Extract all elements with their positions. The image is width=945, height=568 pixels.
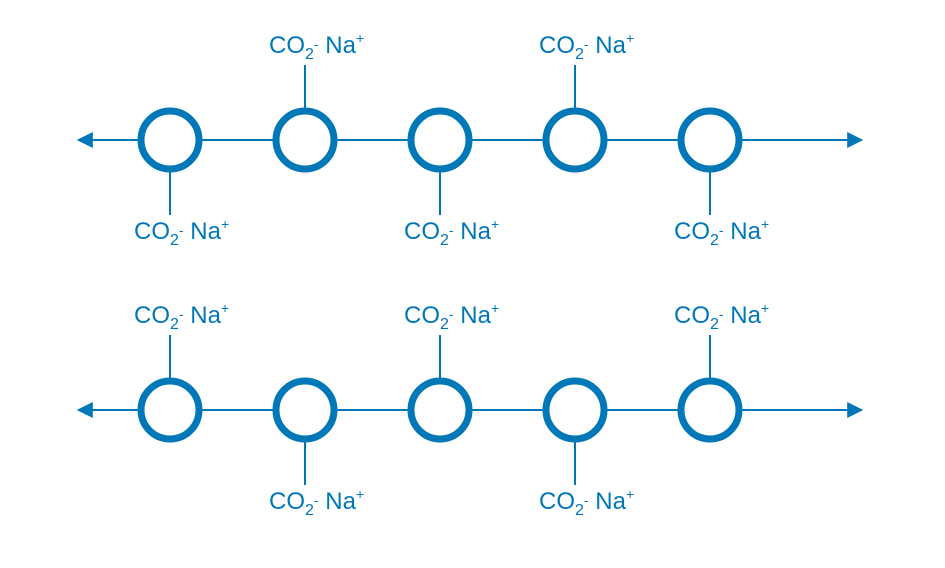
cation: Na: [724, 302, 762, 329]
svg-text:CO2- Na+: CO2- Na+: [539, 486, 634, 519]
cation: Na: [589, 488, 627, 515]
anion-subscript: 2: [170, 316, 179, 333]
anion-base: CO: [404, 218, 440, 245]
monomer-circle: [681, 381, 739, 439]
cation: Na: [724, 218, 762, 245]
ion-label: CO2- Na+: [674, 216, 769, 249]
cation-charge: +: [626, 486, 634, 502]
anion-base: CO: [674, 218, 710, 245]
cation-charge: +: [491, 216, 499, 232]
cation-charge: +: [626, 30, 634, 46]
anion-subscript: 2: [710, 232, 719, 249]
monomer-circle: [141, 111, 199, 169]
ion-label: CO2- Na+: [539, 30, 634, 63]
anion-base: CO: [269, 488, 305, 515]
svg-text:CO2- Na+: CO2- Na+: [404, 216, 499, 249]
anion-base: CO: [404, 302, 440, 329]
cation: Na: [319, 488, 357, 515]
svg-text:CO2- Na+: CO2- Na+: [404, 300, 499, 333]
anion-subscript: 2: [575, 502, 584, 519]
monomer-circle: [411, 381, 469, 439]
anion-subscript: 2: [575, 46, 584, 63]
svg-text:CO2- Na+: CO2- Na+: [674, 300, 769, 333]
monomer-circle: [276, 381, 334, 439]
anion-base: CO: [134, 302, 170, 329]
ion-label: CO2- Na+: [674, 300, 769, 333]
svg-text:CO2- Na+: CO2- Na+: [269, 486, 364, 519]
ion-label: CO2- Na+: [134, 216, 229, 249]
cation-charge: +: [761, 216, 769, 232]
anion-subscript: 2: [440, 232, 449, 249]
ion-label: CO2- Na+: [404, 300, 499, 333]
ion-label: CO2- Na+: [404, 216, 499, 249]
monomer-circle: [276, 111, 334, 169]
anion-subscript: 2: [440, 316, 449, 333]
monomer-circle: [546, 381, 604, 439]
ion-label: CO2- Na+: [539, 486, 634, 519]
ion-label: CO2- Na+: [269, 30, 364, 63]
anion-base: CO: [134, 218, 170, 245]
anion-base: CO: [539, 32, 575, 59]
cation: Na: [184, 302, 222, 329]
polymer-diagram: CO2- Na+ CO2- Na+ CO2- Na+ CO2- Na+ CO2- Na+…: [0, 0, 945, 568]
anion-subscript: 2: [305, 502, 314, 519]
anion-subscript: 2: [710, 316, 719, 333]
monomer-circle: [546, 111, 604, 169]
svg-text:CO2- Na+: CO2- Na+: [674, 216, 769, 249]
ion-label: CO2- Na+: [269, 486, 364, 519]
anion-base: CO: [269, 32, 305, 59]
monomer-circle: [141, 381, 199, 439]
anion-base: CO: [539, 488, 575, 515]
svg-text:CO2- Na+: CO2- Na+: [134, 216, 229, 249]
cation-charge: +: [221, 216, 229, 232]
monomer-circle: [681, 111, 739, 169]
cation: Na: [589, 32, 627, 59]
cation: Na: [319, 32, 357, 59]
cation-charge: +: [221, 300, 229, 316]
anion-base: CO: [674, 302, 710, 329]
svg-text:CO2- Na+: CO2- Na+: [539, 30, 634, 63]
cation: Na: [184, 218, 222, 245]
cation-charge: +: [356, 30, 364, 46]
cation-charge: +: [356, 486, 364, 502]
cation: Na: [454, 302, 492, 329]
svg-text:CO2- Na+: CO2- Na+: [134, 300, 229, 333]
cation-charge: +: [761, 300, 769, 316]
cation: Na: [454, 218, 492, 245]
anion-subscript: 2: [305, 46, 314, 63]
monomer-circle: [411, 111, 469, 169]
ion-label: CO2- Na+: [134, 300, 229, 333]
cation-charge: +: [491, 300, 499, 316]
svg-text:CO2- Na+: CO2- Na+: [269, 30, 364, 63]
anion-subscript: 2: [170, 232, 179, 249]
